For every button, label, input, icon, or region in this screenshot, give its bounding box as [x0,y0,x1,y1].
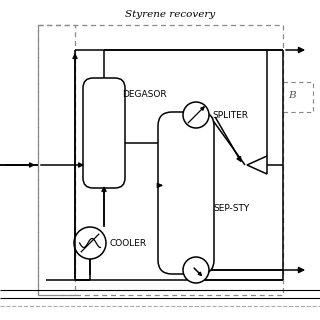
Text: DEGASOR: DEGASOR [122,90,167,99]
Bar [283,82,313,112]
Text: SEP-STY: SEP-STY [213,204,249,213]
Bar [38,25,283,295]
Circle shape [74,227,106,259]
Text: Styrene recovery: Styrene recovery [125,10,216,19]
Circle shape [183,257,209,283]
Text: B: B [288,91,296,100]
FancyBboxPatch shape [83,78,125,188]
Text: COOLER: COOLER [109,238,146,247]
Text: SPLITER: SPLITER [212,110,248,119]
FancyBboxPatch shape [158,112,214,274]
Bar [38,25,75,295]
Circle shape [183,102,209,128]
Polygon shape [247,156,267,174]
